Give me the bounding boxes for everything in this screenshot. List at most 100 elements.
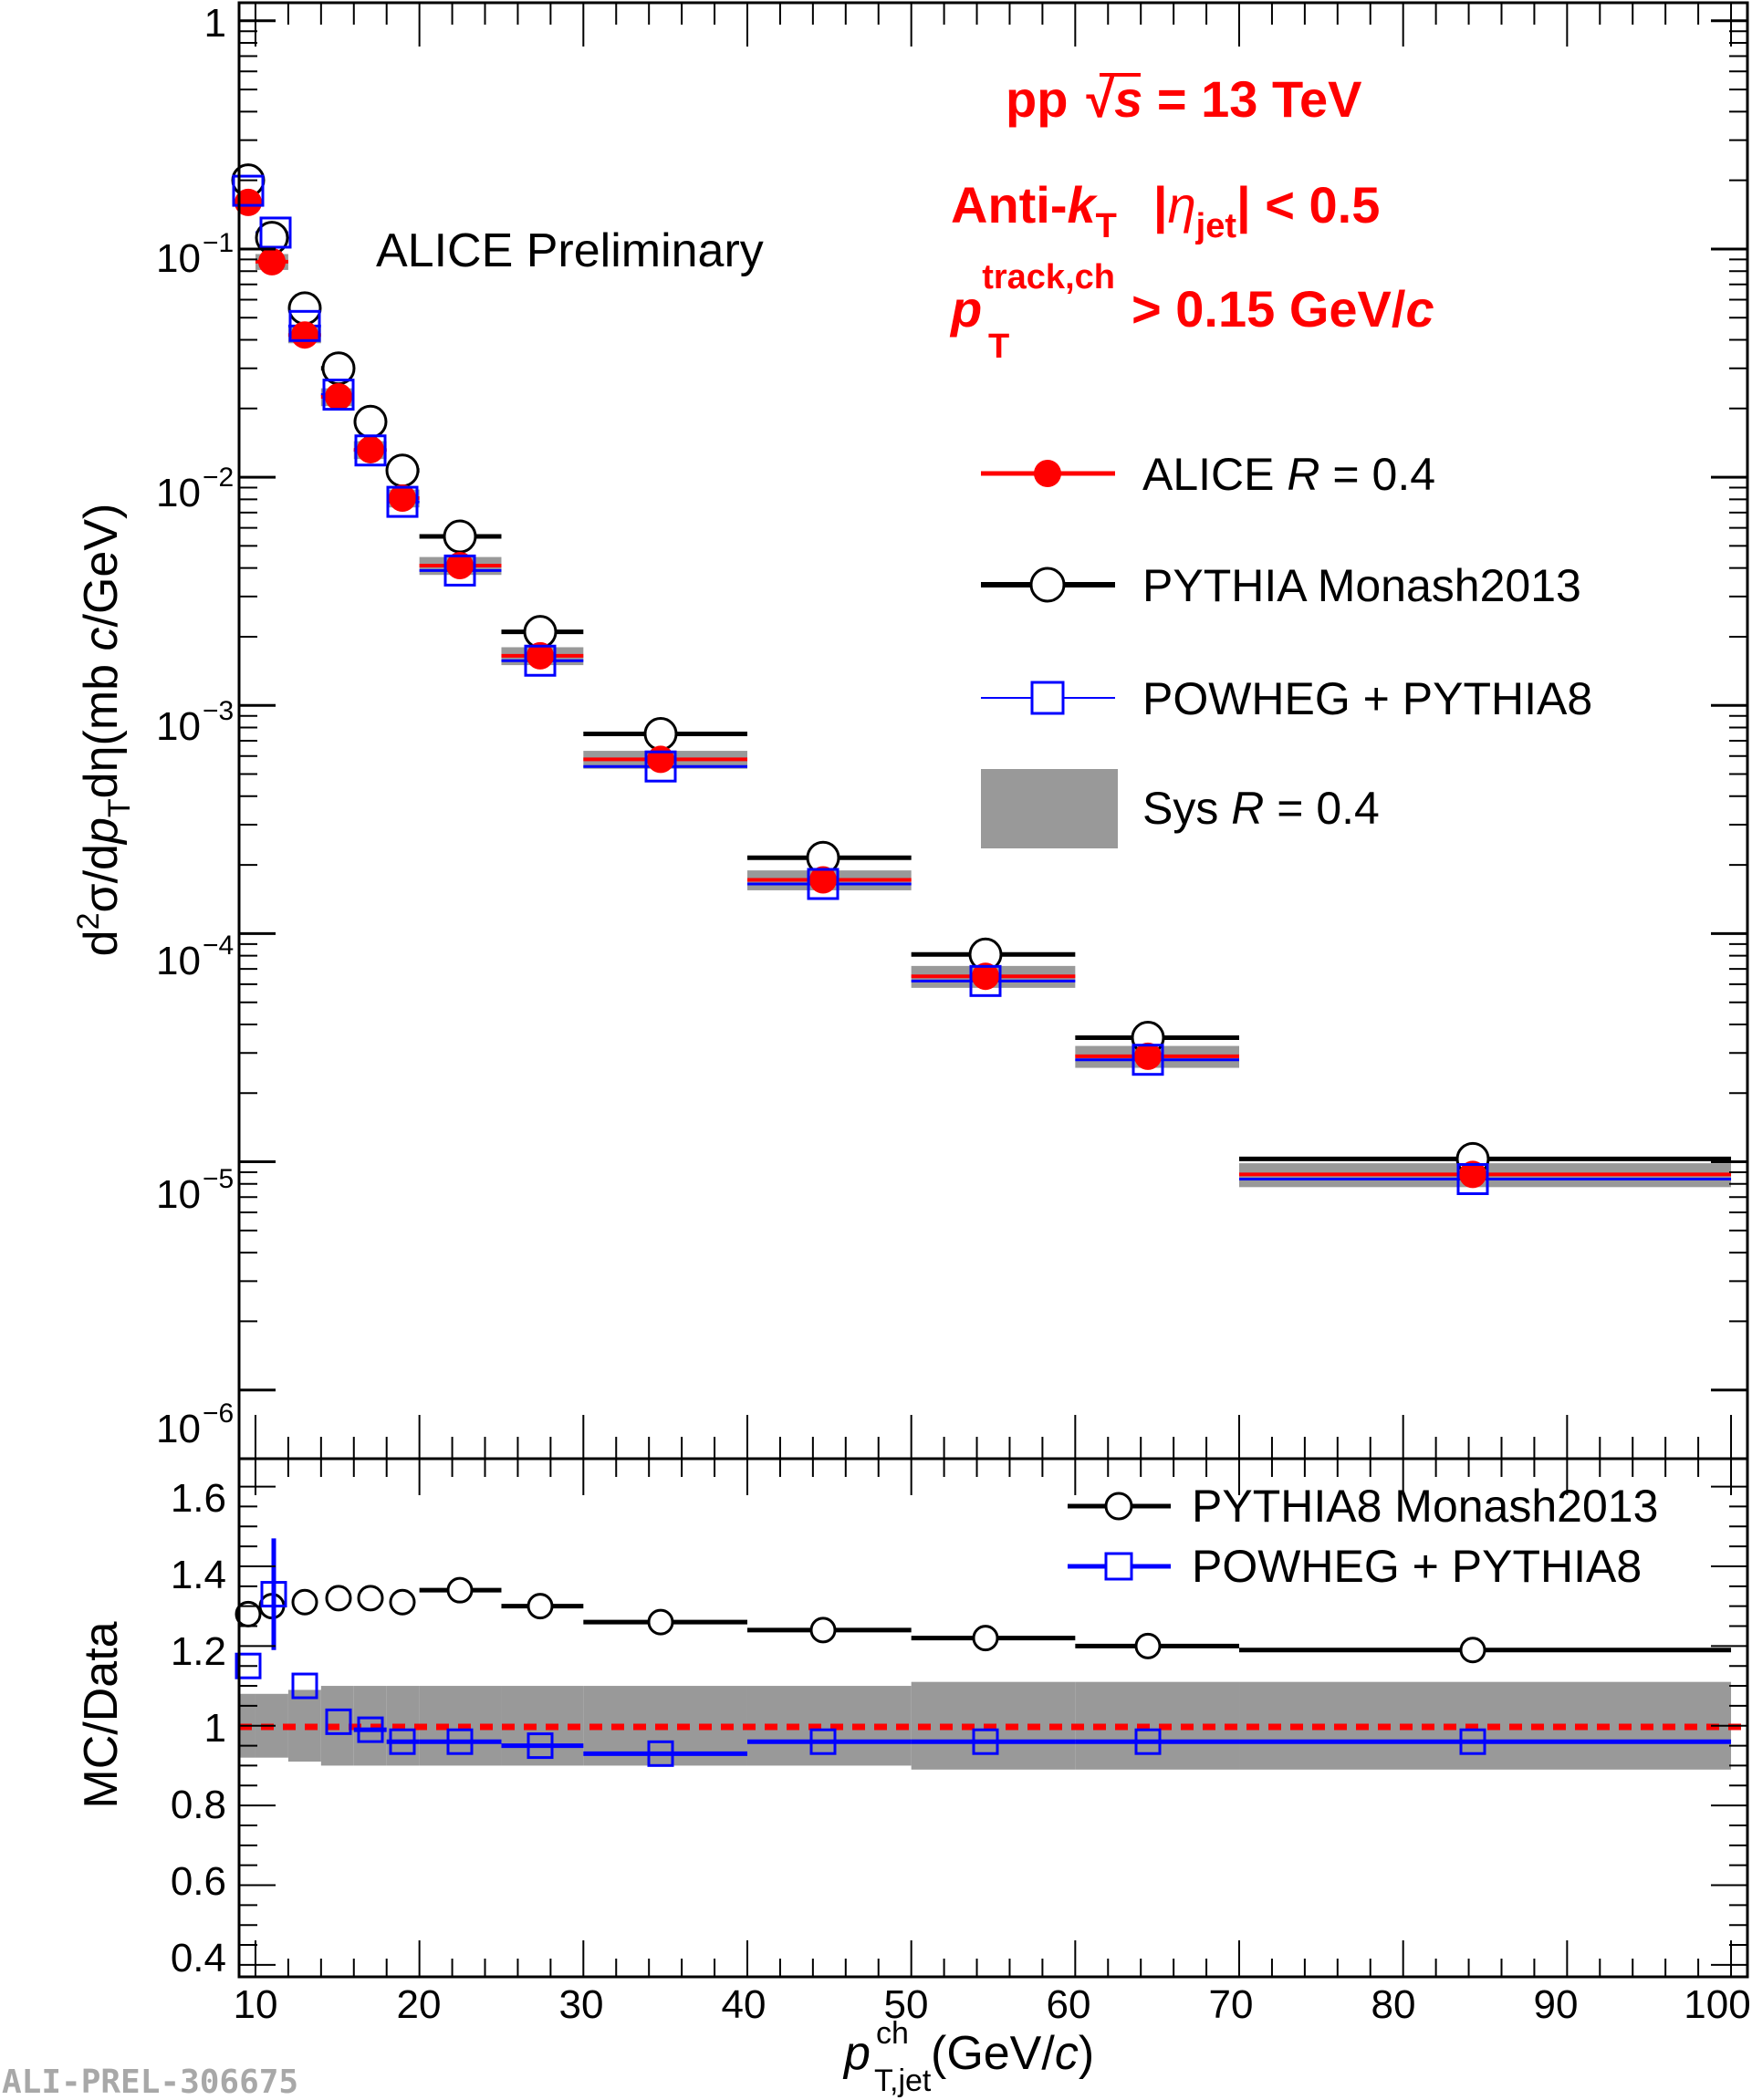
x-axis-title-sup: ch [876,2016,909,2051]
ratio-powheg-point [260,1581,287,1608]
legend-entry-pythia: PYTHIA Monash2013 [981,560,1581,611]
jet-definition-label: Anti-kT |ηjet| < 0.5 [951,176,1380,245]
alice-point [1134,1042,1162,1070]
powheg-point [443,554,476,587]
x-axis-title-sub: T,jet [874,2064,932,2098]
ratio-pythia-point [389,1588,416,1616]
ytick-exp-1e-5: −5 [203,1164,234,1194]
ratio-legend-marker-pythia [1104,1492,1133,1521]
ratio-pythia-point [809,1617,837,1644]
pythia-point [385,453,420,488]
xtick-30: 30 [559,1982,604,2027]
legend-label-sys: Sys R = 0.4 [1142,783,1380,834]
powheg-point [288,309,321,342]
ytick-exp-1e-6: −6 [203,1398,234,1429]
alice-point [291,321,318,349]
xtick-10: 10 [234,1982,278,2027]
ytick-label-1e-3: 10 [156,704,201,749]
pythia-point [443,519,477,554]
ytick-label-1e-1: 10 [156,236,201,281]
collision-system-label: pp √s = 13 TeV [1006,70,1362,128]
ratio-powheg-point [1459,1728,1486,1755]
x-axis-title: p [842,2027,871,2080]
xtick-90: 90 [1534,1982,1579,2027]
alice-point [446,551,474,579]
ytick-exp-1e-3: −3 [203,696,234,726]
track-cut-rest: > 0.15 GeV/c [1132,280,1434,338]
ratio-powheg-point [647,1740,674,1767]
pythia-point [643,717,678,752]
ratio-pythia-point [972,1625,999,1652]
bottom-plot-frame [237,1457,1749,1979]
ratio-ytick-0.6: 0.6 [171,1859,226,1904]
pythia-point [353,404,388,439]
ratio-powheg-point [357,1716,384,1743]
ratio-powheg-point [389,1728,416,1755]
alice-point [357,435,384,463]
ratio-powheg-point [235,1652,262,1679]
powheg-point [1132,1044,1164,1076]
ratio-legend-marker-powheg [1104,1552,1133,1581]
track-cut-sub: T [988,327,1009,366]
legend-label-pythia: PYTHIA Monash2013 [1142,560,1581,611]
ratio-pythia-point [291,1588,318,1616]
legend-marker-sys [981,769,1118,848]
ratio-pythia-point [647,1608,674,1636]
ratio-powheg-point [325,1708,352,1735]
alice-point [527,641,554,670]
legend-label-alice: ALICE R = 0.4 [1142,449,1435,500]
ytick-label-1e-4: 10 [156,939,201,983]
track-cut-label: ptrack,ch [949,258,1115,338]
powheg-point [524,644,557,677]
alice-point [325,383,352,411]
legend-marker-alice [1034,460,1061,487]
powheg-point [259,216,292,249]
pythia-point [287,291,322,326]
powheg-point [807,868,840,900]
ratio-pythia-point [325,1585,352,1612]
ratio-legend-label-powheg: POWHEG + PYTHIA8 [1192,1541,1642,1592]
ratio-pythia-point [357,1585,384,1612]
legend-label-powheg: POWHEG + PYTHIA8 [1142,673,1592,724]
bottom-tick-layer [239,1459,1747,1977]
ratio-powheg-point [809,1728,837,1755]
powheg-point [232,174,265,207]
bottom-y-axis-title: MC/Data [75,1621,128,1808]
alice-point [389,483,416,512]
ratio-pythia-point [1459,1637,1486,1664]
ytick-exp-1e-1: −1 [203,228,234,258]
alice-point [809,866,837,894]
xtick-40: 40 [722,1982,766,2027]
ratio-legend-entry-powheg: POWHEG + PYTHIA8 [1068,1541,1642,1592]
ratio-powheg-point [291,1672,318,1700]
alice-point [972,962,999,991]
ytick-label-1e-2: 10 [156,471,201,515]
xtick-70: 70 [1209,1982,1254,2027]
bottom-data-layer [235,1538,1732,1767]
powheg-point [354,434,387,467]
x-tick-labels: 10 20 30 40 50 60 70 80 90 100 [234,1982,1751,2027]
preliminary-code: ALI-PREL-306675 [2,2064,298,2100]
ratio-pythia-point [446,1576,474,1604]
xtick-60: 60 [1047,1982,1091,2027]
ratio-pythia-point [1134,1632,1162,1659]
alice-point [258,247,286,275]
alice-point [647,745,674,774]
ratio-powheg-point [446,1728,474,1755]
ytick-exp-1e-4: −4 [203,930,234,961]
ratio-powheg-point [1134,1728,1162,1755]
legend-entry-alice: ALICE R = 0.4 [981,449,1435,500]
legend-marker-pythia [1029,567,1066,603]
xtick-50: 50 [884,1982,929,2027]
top-tick-layer [239,3,1747,1459]
alice-point [235,188,262,216]
ratio-ytick-1: 1 [204,1706,226,1751]
ratio-legend-label-pythia: PYTHIA8 Monash2013 [1192,1481,1658,1532]
ratio-ytick-1.2: 1.2 [171,1629,226,1674]
ratio-ytick-0.8: 0.8 [171,1783,226,1827]
ratio-powheg-point [972,1728,999,1755]
ratio-ytick-1.6: 1.6 [171,1476,226,1521]
xtick-20: 20 [397,1982,442,2027]
ratio-pythia-point [527,1593,554,1620]
powheg-point [1456,1162,1489,1195]
